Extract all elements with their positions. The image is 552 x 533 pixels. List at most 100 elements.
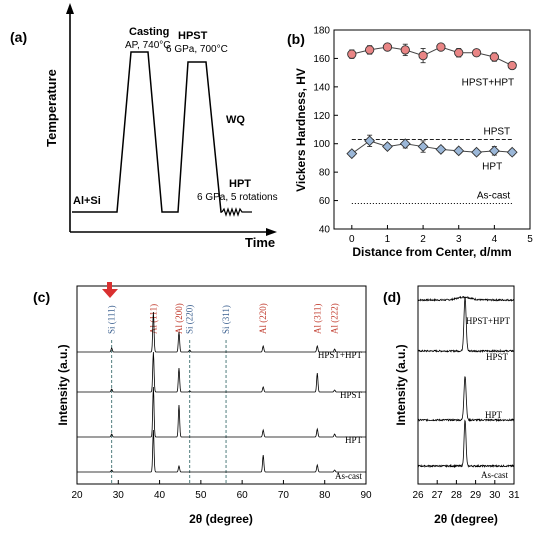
x-tick-label: 4 <box>492 234 498 245</box>
series-line <box>351 140 513 155</box>
panel-b-axes: 0 1 2 3 4 5 40 60 80 100 120 140 160 180 <box>313 26 533 246</box>
data-point <box>417 141 429 152</box>
pattern-label: As-cast <box>481 470 508 480</box>
data-point <box>471 146 482 158</box>
xrd-pattern <box>77 351 366 393</box>
panel-a-hpt-zigzag <box>221 207 252 217</box>
x-tick-label: 29 <box>470 490 482 501</box>
x-tick-label: 3 <box>456 234 462 245</box>
zoomed-pattern <box>417 419 515 469</box>
panel-c-plot-frame <box>76 285 367 485</box>
data-point <box>346 148 358 160</box>
x-tick-label: 2 <box>420 234 426 245</box>
reference-line-label: HPST <box>484 126 511 137</box>
panel-a-xlabel: Time <box>245 235 275 250</box>
x-tick-label: 5 <box>527 234 533 245</box>
data-point <box>382 42 393 52</box>
data-point <box>453 145 465 157</box>
step-hpst-detail: 6 GPa, 700°C <box>166 44 228 55</box>
data-point <box>364 135 376 147</box>
step-casting-detail: AP, 740°C <box>125 40 171 51</box>
data-point <box>347 49 357 59</box>
y-tick-label: 100 <box>313 139 330 150</box>
zoomed-pattern <box>417 295 515 302</box>
data-point <box>400 45 410 55</box>
panel-b-plot-frame <box>333 29 531 230</box>
panel-a-label: (a) <box>10 29 27 45</box>
reference-peak-label: Si (220) <box>185 305 195 334</box>
y-tick-label: 160 <box>313 54 330 65</box>
step-casting-name: Casting <box>129 26 169 38</box>
panel-d-plot-frame <box>417 285 515 485</box>
reference-peak-label: Al (222) <box>330 303 340 334</box>
x-tick-label: 0 <box>349 234 355 245</box>
zoomed-pattern <box>417 297 515 354</box>
data-point <box>454 48 464 58</box>
data-point <box>436 42 446 52</box>
x-tick-label: 50 <box>195 490 207 501</box>
x-tick-label: 27 <box>432 490 444 501</box>
data-point <box>418 50 428 61</box>
x-tick-label: 70 <box>278 490 290 501</box>
step-wq-name: WQ <box>226 114 245 126</box>
pattern-label: As-cast <box>335 471 362 481</box>
series-label: HPST+HPT <box>462 78 515 89</box>
y-tick-label: 60 <box>319 196 331 207</box>
panel-d-marks: HPST+HPT HPST HPT As-cast <box>417 295 515 480</box>
data-point <box>506 146 518 158</box>
x-tick-label: 26 <box>412 490 424 501</box>
y-tick-label: 120 <box>313 111 330 122</box>
xrd-pattern <box>77 429 366 473</box>
data-point <box>507 60 517 71</box>
y-tick-label: 40 <box>319 225 331 236</box>
panel-c-marks: Si (111) Al (111) Al (200) Si (220) Si (311)… <box>77 303 366 484</box>
panel-c: (c) 20 30 40 50 60 70 80 90 Si (111) Al (111) Al … <box>33 282 372 526</box>
panel-b-marks: HPST As-cast HPST+HPT HPT <box>346 42 518 204</box>
start-label: Al+Si <box>73 195 101 207</box>
series-label: HPT <box>482 161 502 172</box>
reference-peak-label: Al (200) <box>174 303 184 334</box>
xrd-pattern <box>77 311 366 353</box>
reference-peak-label: Si (111) <box>107 305 117 334</box>
panel-d-label: (d) <box>383 289 401 305</box>
panel-b-xlabel: Distance from Center, d/mm <box>352 245 511 259</box>
pattern-label: HPT <box>485 410 503 420</box>
x-tick-label: 30 <box>113 490 125 501</box>
panel-d-ylabel: Intensity (a.u.) <box>394 344 408 425</box>
panel-b-ylabel: Vickers Hardness, HV <box>294 68 308 192</box>
x-tick-label: 28 <box>451 490 463 501</box>
panel-d-xlabel: 2θ (degree) <box>434 512 498 526</box>
data-point <box>471 48 482 58</box>
x-tick-label: 40 <box>154 490 166 501</box>
panel-c-label: (c) <box>33 289 50 305</box>
x-tick-label: 31 <box>508 490 520 501</box>
panel-a-process-curve <box>72 51 222 213</box>
x-tick-label: 20 <box>71 490 83 501</box>
x-tick-label: 90 <box>360 490 372 501</box>
panel-c-axes: 20 30 40 50 60 70 80 90 <box>71 480 372 501</box>
panel-d: (d) 26 27 28 29 30 31 HPST+HPTHPSTHPTAs-cast … <box>383 285 520 526</box>
pattern-label: HPST+HPT <box>466 316 511 326</box>
reference-peak-label: Si (311) <box>221 305 231 334</box>
series-line <box>351 46 513 66</box>
data-point <box>488 145 500 157</box>
data-point <box>489 52 500 62</box>
xrd-pattern <box>77 386 366 438</box>
step-hpst-name: HPST <box>178 30 208 42</box>
y-tick-label: 80 <box>319 168 331 179</box>
x-tick-label: 30 <box>489 490 501 501</box>
panel-a: (a) Temperature Time Casting AP, 740°C H… <box>10 3 278 250</box>
step-hpt-name: HPT <box>229 178 251 190</box>
panel-a-x-arrowhead <box>266 228 277 236</box>
panel-d-axes: 26 27 28 29 30 31 <box>412 480 520 501</box>
reference-peak-label: Al (220) <box>258 303 268 334</box>
y-tick-label: 140 <box>313 82 330 93</box>
si-peak-arrow-icon <box>102 282 118 298</box>
pattern-label: HPT <box>345 435 363 445</box>
pattern-label: HPST <box>340 390 363 400</box>
pattern-label: HPST+HPT <box>318 350 363 360</box>
panel-b: (b) 0 1 2 3 4 5 40 60 80 100 120 140 160 180 HPST As-c… <box>287 26 533 260</box>
panel-b-label: (b) <box>287 31 305 47</box>
step-hpt-detail: 6 GPa, 5 rotations <box>197 192 278 203</box>
panel-c-ylabel: Intensity (a.u.) <box>56 344 70 425</box>
